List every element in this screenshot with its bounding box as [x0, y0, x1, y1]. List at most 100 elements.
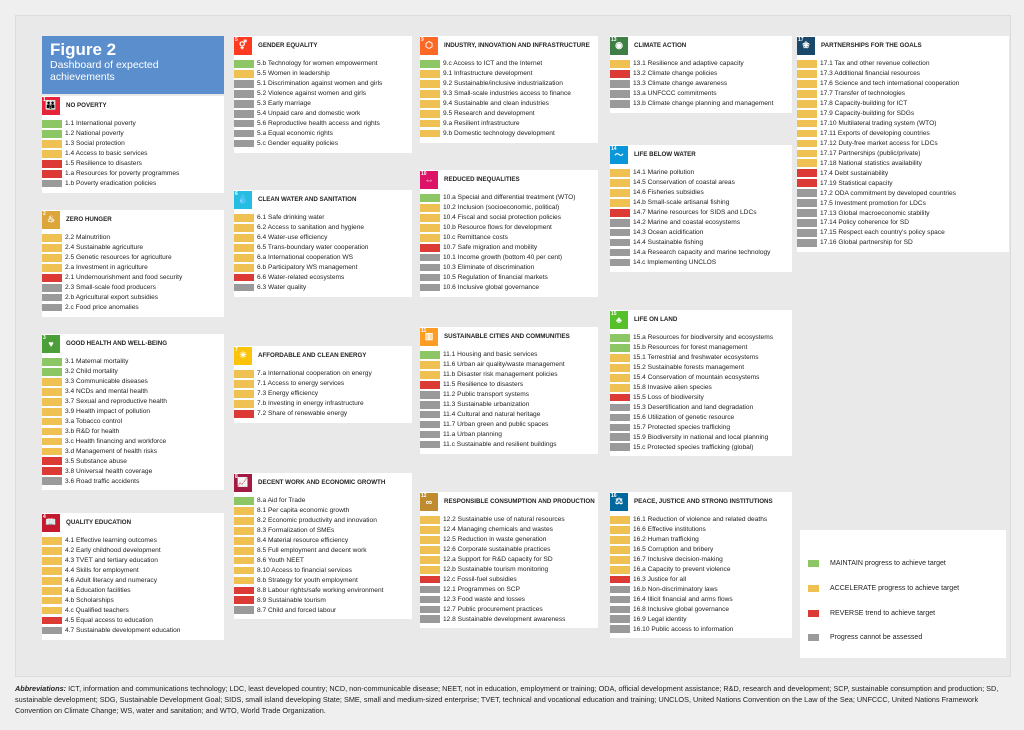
- cubes-icon: 9 ⬡: [420, 36, 438, 55]
- target-row: 11.2 Public transport systems: [420, 390, 598, 400]
- status-swatch-gray: [797, 238, 817, 247]
- status-swatch-orange: [42, 149, 62, 158]
- target-row: 1.4 Access to basic services: [42, 149, 224, 159]
- status-swatch-gray: [610, 585, 630, 594]
- target-row: 5.4 Unpaid care and domestic work: [234, 109, 412, 119]
- target-label: 3.b R&D for health: [65, 428, 120, 436]
- target-row: 10.b Resource flows for development: [420, 223, 598, 233]
- status-swatch-gray: [420, 410, 440, 419]
- target-label: 3.8 Universal health coverage: [65, 467, 153, 475]
- target-row: 4.b Scholarships: [42, 596, 224, 606]
- status-swatch-orange: [42, 606, 62, 615]
- target-row: 9.5 Research and development: [420, 109, 598, 119]
- status-swatch-orange: [234, 526, 254, 535]
- target-label: 17.7 Transfer of technologies: [820, 90, 906, 98]
- status-swatch-gray: [234, 99, 254, 108]
- target-row: 4.a Education facilities: [42, 586, 224, 596]
- target-label: 16.a Capacity to prevent violence: [633, 566, 731, 574]
- status-swatch-orange: [420, 361, 440, 369]
- target-row: 9.a Resilient infrastructure: [420, 119, 598, 129]
- target-row: 17.10 Multilateral trading system (WTO): [797, 119, 1009, 129]
- target-label: 1.5 Resilience to disasters: [65, 160, 142, 168]
- status-swatch-gray: [610, 79, 630, 88]
- target-row: 6.5 Trans-boundary water cooperation: [234, 243, 412, 253]
- status-swatch-orange: [420, 213, 440, 222]
- goal-glyph: ▥: [424, 331, 434, 341]
- target-row: 17.17 Partnerships (public/private): [797, 148, 1009, 158]
- status-swatch-orange: [610, 60, 630, 68]
- goal-card-7: 7 ☀ AFFORDABLE AND CLEAN ENERGY 7.a Interna…: [234, 346, 412, 423]
- status-swatch-orange: [797, 70, 817, 78]
- status-swatch-orange: [420, 223, 440, 232]
- target-label: 8.9 Sustainable tourism: [257, 596, 326, 604]
- status-swatch-orange: [610, 535, 630, 544]
- goal-card-13: 13 ◉ CLIMATE ACTION 13.1 Resilience and ada…: [610, 36, 792, 113]
- goal-glyph: 〜: [614, 150, 624, 160]
- status-swatch-orange: [797, 129, 817, 138]
- status-swatch-orange: [797, 60, 817, 68]
- status-swatch-orange: [42, 576, 62, 585]
- target-label: 6.1 Safe drinking water: [257, 214, 325, 222]
- status-swatch-red: [610, 70, 630, 78]
- target-label: 14.2 Marine and coastal ecosystems: [633, 219, 741, 227]
- target-label: 12.6 Corporate sustainable practices: [443, 546, 551, 554]
- target-row: 2.4 Sustainable agriculture: [42, 243, 224, 253]
- target-row: 11.6 Urban air quality/waste management: [420, 360, 598, 370]
- goal-title: QUALITY EDUCATION: [66, 519, 132, 526]
- target-label: 16.5 Corruption and bribery: [633, 546, 714, 554]
- target-row: 17.18 National statistics availability: [797, 158, 1009, 168]
- target-label: 11.4 Cultural and natural heritage: [443, 411, 541, 419]
- target-row: 11.5 Resilience to disasters: [420, 380, 598, 390]
- goal-title: GOOD HEALTH AND WELL-BEING: [66, 340, 168, 347]
- status-swatch-gray: [42, 626, 62, 635]
- target-row: 6.4 Water-use efficiency: [234, 233, 412, 243]
- target-label: 4.2 Early childhood development: [65, 547, 161, 555]
- status-swatch-red: [610, 208, 630, 217]
- target-row: 3.3 Communicable diseases: [42, 377, 224, 387]
- status-swatch-orange: [42, 407, 62, 416]
- status-swatch-orange: [42, 547, 62, 555]
- status-swatch-red: [234, 409, 254, 418]
- target-row: 10.4 Fiscal and social protection polici…: [420, 213, 598, 223]
- status-swatch-gray: [420, 263, 440, 272]
- target-label: 7.a International cooperation on energy: [257, 370, 372, 378]
- target-label: 17.6 Science and tech international coop…: [820, 80, 960, 88]
- target-row: 16.7 Inclusive decision-making: [610, 555, 792, 565]
- status-swatch-orange: [234, 214, 254, 222]
- target-label: 9.3 Small-scale industries access to fin…: [443, 90, 571, 98]
- status-swatch-red: [234, 273, 254, 282]
- status-swatch-gray: [420, 615, 440, 624]
- target-row: 13.1 Resilience and adaptive capacity: [610, 59, 792, 69]
- target-label: 8.1 Per capita economic growth: [257, 507, 350, 515]
- target-row: 16.8 Inclusive global governance: [610, 604, 792, 614]
- status-swatch-orange: [42, 234, 62, 242]
- goal-header: 8 📈 DECENT WORK AND ECONOMIC GROWTH: [234, 473, 412, 492]
- goal-card-2: 2 ♨ ZERO HUNGER 2.2 Malnutrition 2.4 Sustain…: [42, 210, 224, 317]
- goal-card-14: 14 〜 LIFE BELOW WATER 14.1 Marine pollution…: [610, 145, 792, 272]
- target-row: 6.b Participatory WS management: [234, 263, 412, 273]
- status-swatch-red: [234, 596, 254, 605]
- target-label: 7.b Investing in energy infrastructure: [257, 400, 364, 408]
- target-label: 12.5 Reduction in waste generation: [443, 536, 547, 544]
- legend-swatch: [808, 560, 819, 567]
- status-swatch-orange: [234, 576, 254, 585]
- target-label: 14.5 Conservation of coastal areas: [633, 179, 735, 187]
- goal-title: GENDER EQUALITY: [258, 42, 318, 49]
- heartbeat-icon: 3 ♥: [42, 334, 60, 353]
- status-swatch-red: [42, 616, 62, 625]
- target-row: 9.4 Sustainable and clean industries: [420, 99, 598, 109]
- status-swatch-orange: [610, 383, 630, 392]
- target-row: 11.7 Urban green and public spaces: [420, 420, 598, 430]
- target-label: 16.10 Public access to information: [633, 625, 734, 633]
- status-swatch-gray: [797, 209, 817, 217]
- status-swatch-orange: [420, 545, 440, 554]
- abbreviations-text: ICT, information and communications tech…: [15, 684, 999, 715]
- target-label: 6.a International cooperation WS: [257, 254, 354, 262]
- status-swatch-orange: [420, 129, 440, 138]
- status-swatch-gray: [610, 625, 630, 634]
- target-row: 5.b Technology for women empowerment: [234, 59, 412, 69]
- target-label: 14.c Implementing UNCLOS: [633, 258, 717, 266]
- status-swatch-orange: [797, 119, 817, 128]
- target-label: 13.2 Climate change policies: [633, 70, 718, 78]
- target-row: 11.1 Housing and basic services: [420, 350, 598, 360]
